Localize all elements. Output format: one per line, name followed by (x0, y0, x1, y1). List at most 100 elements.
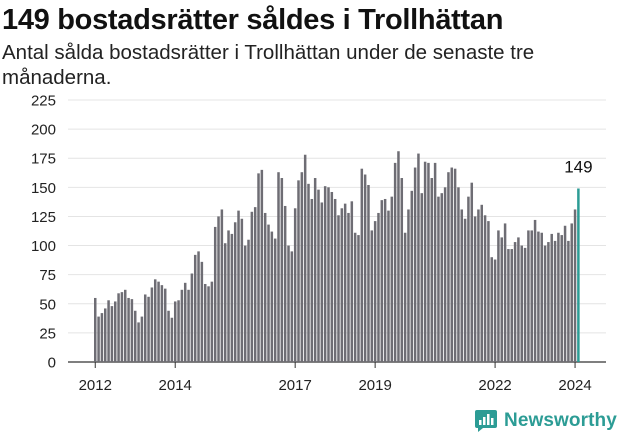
bar (207, 286, 210, 362)
bar (217, 216, 220, 362)
bar (393, 162, 397, 362)
bar (347, 212, 350, 362)
bar (303, 154, 307, 362)
bar (197, 251, 200, 362)
bar (467, 196, 470, 362)
bar-latest (577, 188, 580, 362)
bar (233, 222, 237, 362)
bar (370, 230, 374, 362)
bar (340, 208, 344, 362)
x-tick-label: 2014 (159, 377, 192, 394)
x-tick-label: 2024 (558, 377, 591, 394)
bar (433, 162, 437, 362)
bar (170, 317, 174, 362)
bar (447, 172, 450, 362)
bar (330, 191, 334, 362)
bar (297, 180, 300, 362)
bar (437, 196, 440, 362)
bar (387, 210, 390, 362)
bar (520, 245, 523, 362)
bar (507, 249, 510, 362)
bar (537, 231, 540, 362)
bar (230, 233, 234, 362)
bar (113, 301, 117, 362)
bar (423, 161, 427, 362)
bar (443, 187, 447, 362)
x-tick-label: 2017 (278, 377, 311, 394)
bar (110, 306, 114, 362)
bar (567, 240, 570, 362)
y-tick-label: 0 (48, 355, 56, 372)
bar (150, 287, 154, 362)
bar (477, 209, 480, 362)
bar (420, 193, 424, 362)
bar (380, 200, 384, 362)
bar (173, 301, 177, 362)
bar (183, 282, 187, 362)
y-tick-label: 200 (31, 122, 56, 139)
bar (517, 237, 520, 362)
y-tick-label: 25 (39, 325, 56, 342)
bar (570, 223, 573, 362)
brand-name: Newsworthy (504, 410, 617, 431)
y-tick-label: 125 (31, 209, 56, 226)
bar (117, 293, 120, 362)
bar (407, 209, 410, 362)
bar (203, 283, 207, 362)
bar (220, 209, 224, 362)
bar (553, 240, 557, 362)
bar (410, 190, 414, 362)
bar (153, 279, 157, 362)
bar (557, 232, 560, 362)
bar (290, 251, 294, 362)
bar (157, 281, 160, 362)
bar (250, 211, 254, 362)
chart-annotation: 149 (564, 157, 592, 176)
bar (543, 245, 547, 362)
bar (283, 205, 287, 362)
bar (104, 308, 107, 362)
bar (210, 281, 214, 362)
bar (353, 232, 357, 362)
y-tick-label: 100 (31, 238, 56, 255)
bar (500, 237, 503, 362)
newsworthy-brand[interactable]: Newsworthy (474, 409, 617, 433)
bar (453, 168, 457, 362)
bar (260, 169, 264, 362)
newsworthy-logo-icon (475, 410, 497, 432)
bar (277, 172, 280, 362)
bar (327, 187, 330, 362)
bar (247, 239, 250, 362)
bar (563, 225, 567, 362)
y-tick-label: 225 (31, 93, 56, 110)
bar (300, 172, 304, 362)
bar (397, 151, 400, 362)
bar (127, 297, 130, 362)
bar (530, 230, 533, 362)
bar (97, 316, 100, 362)
bar (510, 249, 513, 362)
bar (167, 310, 170, 362)
chart-title: 149 bostadsrätter såldes i Trollhättan (2, 4, 504, 36)
bar (94, 297, 97, 362)
bar (137, 322, 140, 362)
bar (430, 178, 434, 362)
bar (480, 204, 484, 362)
bar (227, 230, 230, 362)
bar (193, 254, 197, 362)
y-axis: 0 25 50 75 100 125 150 175 200 225 (31, 93, 56, 372)
bar (573, 209, 577, 362)
bar (223, 243, 227, 362)
bar (533, 219, 537, 362)
bar (243, 245, 247, 362)
bar (107, 300, 110, 362)
bar (237, 210, 240, 362)
bar (460, 209, 464, 362)
bar (367, 185, 370, 362)
bar (100, 313, 104, 362)
x-tick-label: 2022 (478, 377, 511, 394)
bar (130, 299, 134, 362)
bar (360, 168, 364, 362)
bar (503, 223, 507, 362)
